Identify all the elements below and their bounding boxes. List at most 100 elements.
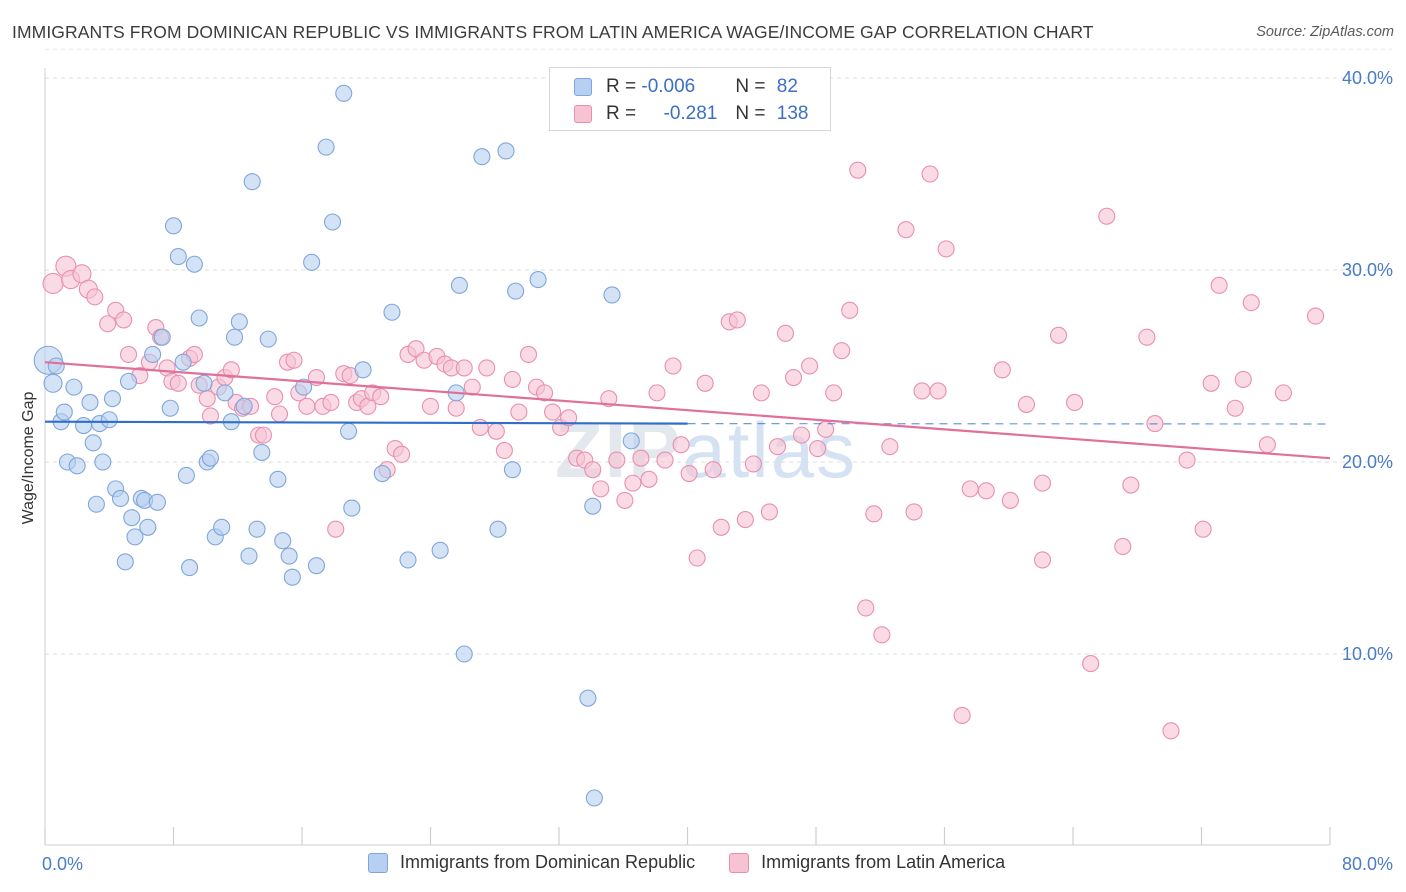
point-latin: [421, 397, 440, 415]
point-dominican: [243, 173, 261, 191]
point-latin: [1098, 207, 1116, 225]
point-dominican: [144, 345, 162, 364]
legend-row-latin: R = -0.281 N = 138: [574, 101, 808, 127]
point-latin: [478, 359, 496, 377]
legend-label-latin: Immigrants from Latin America: [761, 852, 1006, 872]
point-dominican: [169, 248, 187, 266]
point-dominican: [75, 416, 93, 435]
point-dominican: [43, 373, 63, 393]
point-latin: [929, 382, 947, 400]
point-latin: [696, 374, 714, 392]
point-latin: [455, 359, 473, 377]
point-latin: [784, 368, 803, 387]
point-dominican: [103, 390, 122, 408]
point-dominican: [65, 378, 83, 396]
point-dominican: [119, 372, 138, 390]
point-latin: [447, 399, 465, 417]
point-latin: [736, 511, 754, 529]
point-dominican: [622, 432, 640, 450]
point-latin: [298, 397, 316, 415]
legend-label-dominican: Immigrants from Dominican Republic: [400, 852, 696, 872]
point-dominican: [503, 461, 521, 479]
legend-item-dominican: Immigrants from Dominican Republic: [368, 852, 695, 873]
point-dominican: [399, 551, 417, 569]
point-dominican: [100, 411, 118, 429]
point-latin: [535, 384, 554, 402]
point-latin: [1202, 374, 1220, 392]
point-dominican: [148, 493, 166, 511]
point-latin: [1242, 294, 1260, 312]
point-latin: [905, 503, 923, 521]
point-latin: [1017, 395, 1035, 413]
point-latin: [688, 549, 706, 567]
legend-r-label: R =: [606, 103, 642, 124]
point-latin: [1066, 393, 1084, 412]
point-latin: [672, 436, 690, 454]
legend-r-value: -0.006: [641, 76, 696, 97]
point-dominican: [111, 489, 130, 508]
point-latin: [704, 461, 722, 479]
point-dominican: [259, 330, 277, 348]
point-dominican: [473, 148, 491, 166]
point-latin: [1162, 722, 1180, 740]
point-latin: [897, 221, 915, 239]
point-latin: [624, 474, 642, 492]
point-latin: [768, 438, 787, 456]
point-latin: [865, 505, 883, 523]
y-axis-label: Wage/Income Gap: [20, 392, 37, 525]
point-latin: [222, 361, 240, 379]
point-latin: [510, 403, 528, 421]
point-dominican: [507, 282, 525, 300]
point-latin: [115, 311, 133, 329]
point-dominican: [431, 541, 449, 559]
point-dominican: [116, 553, 134, 571]
point-latin: [169, 374, 187, 392]
source-note: Source: ZipAtlas.com: [1256, 24, 1394, 40]
point-latin: [495, 441, 513, 460]
legend-n-value: 138: [776, 103, 809, 124]
point-dominican: [185, 255, 203, 273]
point-dominican: [383, 303, 401, 321]
point-latin: [1033, 551, 1052, 569]
point-dominican: [307, 557, 326, 575]
point-dominican: [213, 518, 231, 536]
point-latin: [857, 599, 875, 617]
point-dominican: [354, 361, 372, 379]
point-latin: [993, 361, 1011, 379]
legend-swatch-blue: [368, 852, 388, 873]
point-dominican: [529, 271, 547, 289]
point-latin: [849, 161, 867, 179]
point-dominican: [123, 509, 141, 527]
point-dominican: [161, 399, 179, 417]
point-latin: [921, 165, 939, 183]
point-dominican: [201, 449, 219, 467]
point-latin: [881, 438, 899, 456]
point-latin: [1234, 370, 1252, 388]
point-dominican: [303, 253, 321, 271]
point-dominican: [55, 403, 73, 421]
point-dominican: [603, 286, 621, 304]
point-latin: [1194, 520, 1212, 538]
point-latin: [86, 288, 104, 306]
point-dominican: [317, 138, 335, 156]
point-latin: [99, 315, 117, 333]
point-dominican: [323, 213, 342, 231]
legend-swatch-pink: [729, 852, 750, 873]
point-dominican: [139, 518, 157, 536]
point-dominican: [230, 313, 248, 331]
point-latin: [1001, 491, 1019, 509]
point-dominican: [283, 568, 301, 586]
point-latin: [1114, 537, 1132, 556]
point-latin: [327, 520, 345, 538]
x-tick-label: 80.0%: [1342, 854, 1393, 874]
point-latin: [825, 384, 843, 402]
point-latin: [560, 409, 578, 427]
point-dominican: [497, 142, 515, 160]
point-latin: [648, 384, 666, 402]
trendline-dominican: [44, 420, 688, 425]
point-dominican: [335, 84, 353, 102]
point-latin: [873, 626, 891, 644]
point-dominican: [174, 353, 192, 371]
legend-r-label: R =: [606, 76, 642, 97]
point-latin: [937, 240, 955, 258]
